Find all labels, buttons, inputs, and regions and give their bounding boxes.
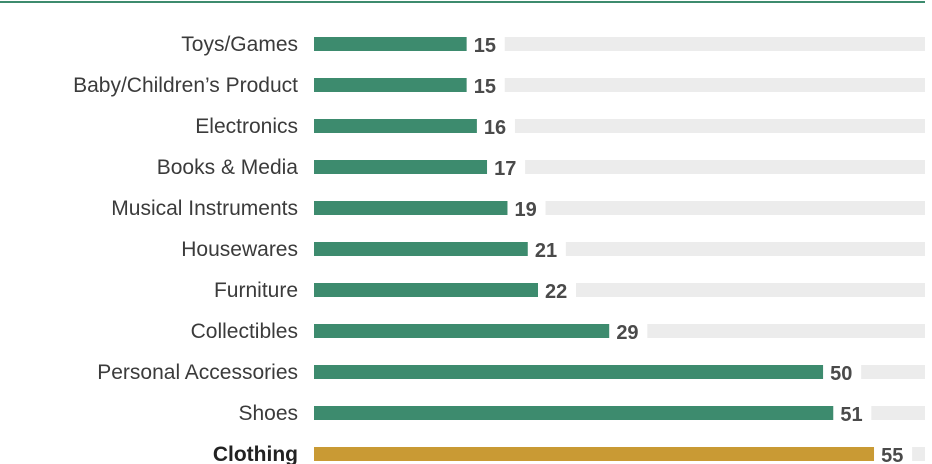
value-label-bg-books-media bbox=[487, 156, 526, 180]
value-label-housewares: 21 bbox=[535, 240, 557, 262]
category-label-toys-games: Toys/Games bbox=[181, 33, 298, 56]
value-label-furniture: 22 bbox=[545, 281, 567, 303]
bar-books-media bbox=[314, 160, 488, 174]
value-label-bg-clothing bbox=[874, 443, 913, 464]
value-label-collectibles: 29 bbox=[616, 322, 638, 344]
bar-furniture bbox=[314, 283, 539, 297]
bar-collectibles bbox=[314, 324, 610, 338]
value-label-bg-shoes bbox=[833, 402, 872, 426]
value-label-electronics: 16 bbox=[484, 117, 506, 139]
category-label-shoes: Shoes bbox=[238, 402, 298, 425]
bar-musical-instruments bbox=[314, 201, 508, 215]
value-label-bg-furniture bbox=[538, 279, 577, 303]
category-label-baby-children-s-product: Baby/Children’s Product bbox=[73, 74, 298, 97]
bar-baby-children-s-product bbox=[314, 78, 467, 92]
bar-personal-accessories bbox=[314, 365, 824, 379]
bar-electronics bbox=[314, 119, 477, 133]
value-label-baby-children-s-product: 15 bbox=[474, 76, 496, 98]
category-label-musical-instruments: Musical Instruments bbox=[111, 197, 298, 220]
value-label-bg-toys-games bbox=[466, 33, 505, 57]
value-label-shoes: 51 bbox=[840, 404, 862, 426]
category-label-furniture: Furniture bbox=[214, 279, 298, 302]
bar-clothing bbox=[314, 447, 875, 461]
category-label-clothing: Clothing bbox=[213, 443, 298, 464]
value-label-bg-personal-accessories bbox=[823, 361, 862, 385]
bar-shoes bbox=[314, 406, 834, 420]
category-label-housewares: Housewares bbox=[181, 238, 298, 261]
category-label-electronics: Electronics bbox=[195, 115, 298, 138]
bar-rows: Toys/Games 15 Baby/Children’s Product 15 Ele… bbox=[73, 33, 925, 464]
category-label-books-media: Books & Media bbox=[157, 156, 299, 179]
value-label-bg-housewares bbox=[527, 238, 566, 262]
bar-housewares bbox=[314, 242, 528, 256]
category-label-personal-accessories: Personal Accessories bbox=[97, 361, 298, 384]
value-label-bg-musical-instruments bbox=[507, 197, 546, 221]
value-label-bg-baby-children-s-product bbox=[466, 74, 505, 98]
value-label-clothing: 55 bbox=[881, 445, 903, 464]
value-label-toys-games: 15 bbox=[474, 35, 496, 57]
value-label-books-media: 17 bbox=[494, 158, 516, 180]
value-label-bg-collectibles bbox=[609, 320, 648, 344]
value-label-musical-instruments: 19 bbox=[514, 199, 536, 221]
value-label-bg-electronics bbox=[476, 115, 515, 139]
value-label-personal-accessories: 50 bbox=[830, 363, 852, 385]
bar-toys-games bbox=[314, 37, 467, 51]
category-label-collectibles: Collectibles bbox=[191, 320, 298, 343]
